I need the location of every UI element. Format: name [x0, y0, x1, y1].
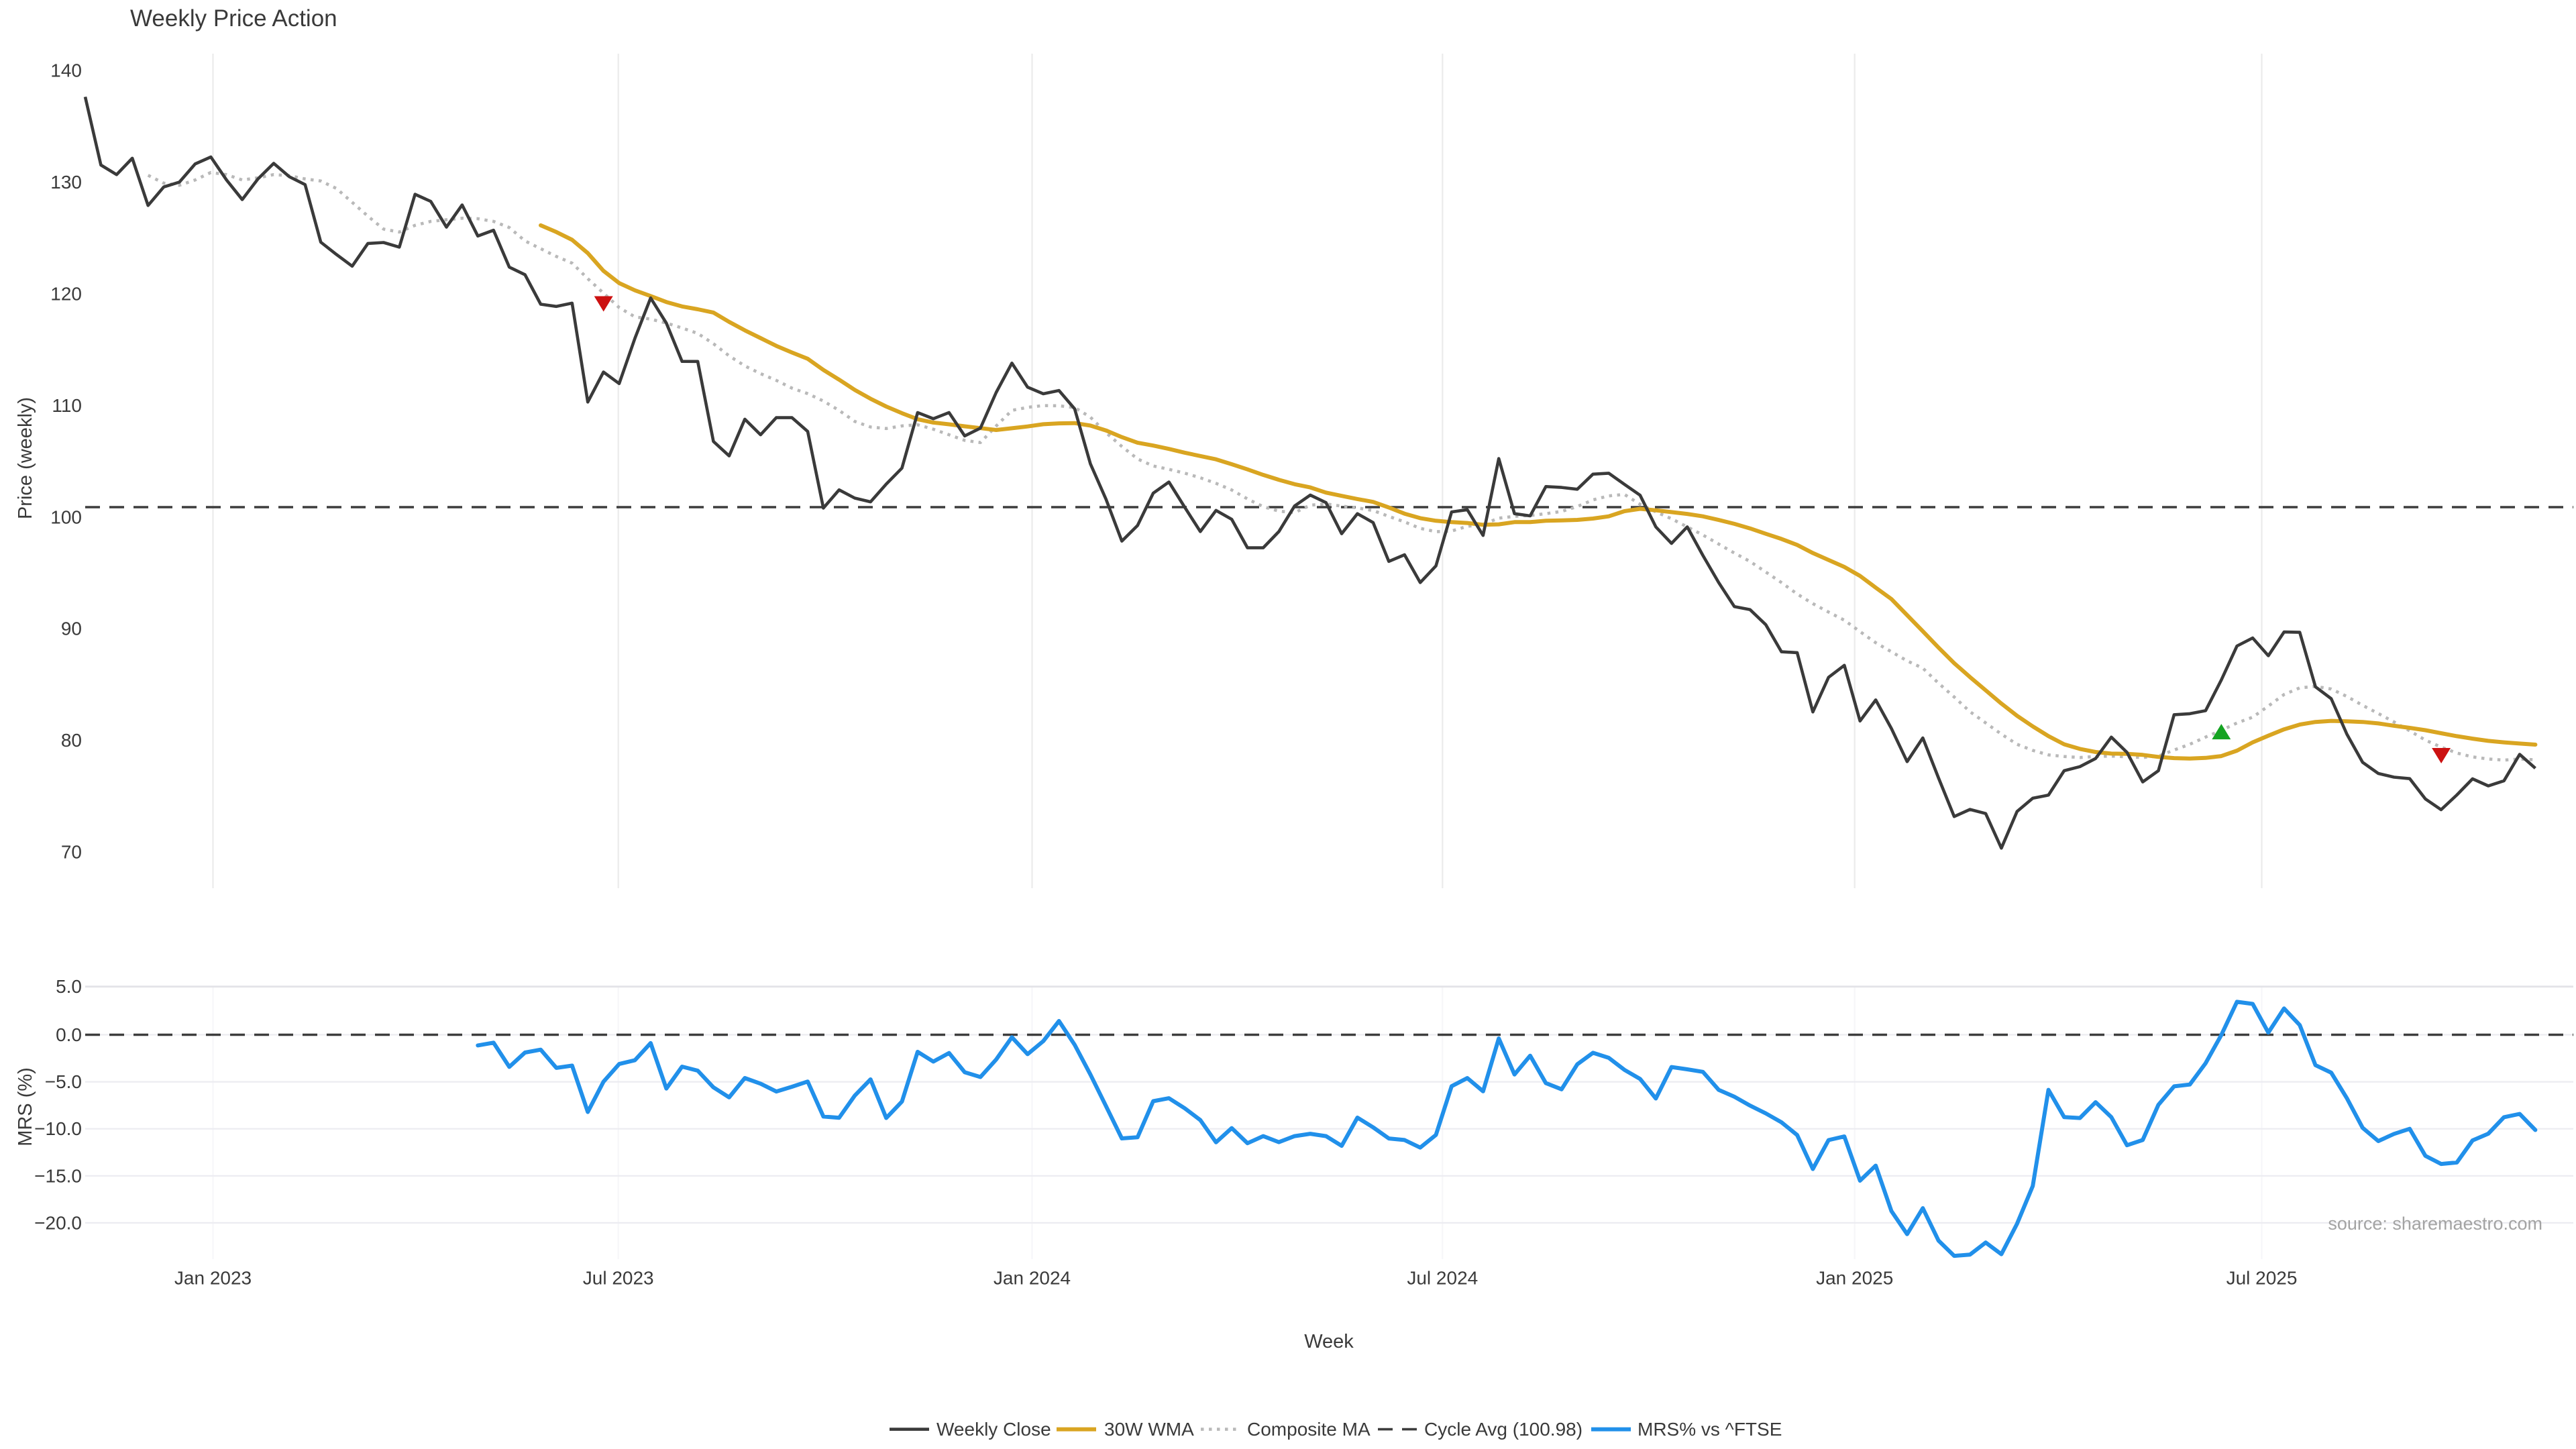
svg-text:source: sharemaestro.com: source: sharemaestro.com [2328, 1214, 2542, 1234]
svg-text:MRS% vs ^FTSE: MRS% vs ^FTSE [1638, 1419, 1782, 1440]
svg-text:120: 120 [50, 284, 82, 305]
svg-text:Price (weekly): Price (weekly) [15, 397, 36, 519]
svg-text:70: 70 [61, 842, 82, 863]
svg-text:Weekly Price Action: Weekly Price Action [130, 5, 337, 32]
svg-text:Jul 2024: Jul 2024 [1407, 1268, 1478, 1289]
svg-text:MRS (%): MRS (%) [15, 1067, 36, 1146]
svg-text:5.0: 5.0 [56, 976, 82, 997]
svg-text:−5.0: −5.0 [45, 1071, 82, 1092]
svg-text:140: 140 [50, 60, 82, 81]
svg-text:Jan 2024: Jan 2024 [994, 1268, 1071, 1289]
svg-text:Weekly Close: Weekly Close [936, 1419, 1051, 1440]
svg-text:Composite MA: Composite MA [1247, 1419, 1371, 1440]
svg-text:Jan 2023: Jan 2023 [174, 1268, 252, 1289]
svg-text:Jul 2025: Jul 2025 [2226, 1268, 2298, 1289]
svg-text:Week: Week [1304, 1331, 1354, 1352]
svg-text:100: 100 [50, 506, 82, 527]
svg-text:Jul 2023: Jul 2023 [583, 1268, 654, 1289]
svg-text:130: 130 [50, 172, 82, 193]
svg-text:−10.0: −10.0 [34, 1118, 82, 1139]
svg-text:30W WMA: 30W WMA [1104, 1419, 1194, 1440]
svg-text:−15.0: −15.0 [34, 1165, 82, 1186]
svg-text:Jan 2025: Jan 2025 [1816, 1268, 1893, 1289]
svg-text:Cycle Avg (100.98): Cycle Avg (100.98) [1424, 1419, 1582, 1440]
svg-text:80: 80 [61, 730, 82, 751]
svg-text:−20.0: −20.0 [34, 1212, 82, 1233]
svg-text:0.0: 0.0 [56, 1024, 82, 1045]
svg-text:110: 110 [52, 395, 82, 416]
svg-text:90: 90 [61, 619, 82, 639]
